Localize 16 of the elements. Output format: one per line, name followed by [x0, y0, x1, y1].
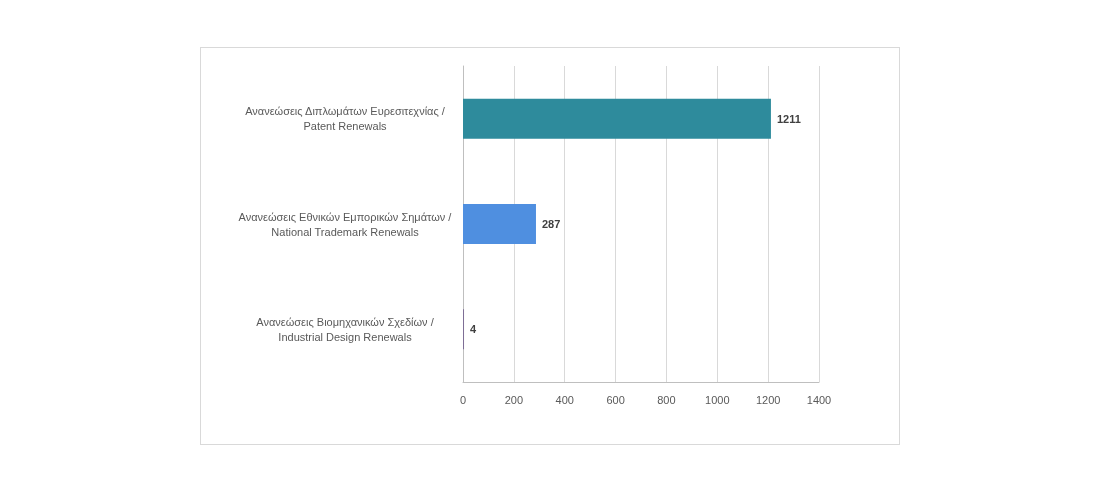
bar — [463, 98, 771, 139]
x-tick-label: 800 — [657, 393, 676, 406]
x-tick-label: 1200 — [755, 393, 781, 406]
data-label: 1211 — [776, 112, 801, 125]
y-tick-label: Ανανεώσεις Εθνικών Εμπορικών Σημάτων / National Trademark Renewals — [238, 210, 453, 238]
y-tick-label: Ανανεώσεις Διπλωμάτων Ευρεσιτεχνίας / Patent Renewals — [245, 105, 446, 133]
x-tick-label: 1000 — [705, 393, 730, 406]
bar — [463, 203, 536, 245]
x-tick-label: 200 — [504, 393, 524, 406]
x-tick-label: 1400 — [806, 393, 832, 406]
x-tick-label: 0 — [459, 393, 467, 406]
y-tick-label: Ανανεώσεις Βιομηχανικών Σχεδίων / Industrial Design Renewals — [256, 315, 435, 343]
data-label: 287 — [541, 218, 561, 230]
x-tick-label: 400 — [555, 393, 574, 406]
data-label: 4 — [470, 323, 478, 336]
x-tick-label: 600 — [606, 393, 625, 406]
